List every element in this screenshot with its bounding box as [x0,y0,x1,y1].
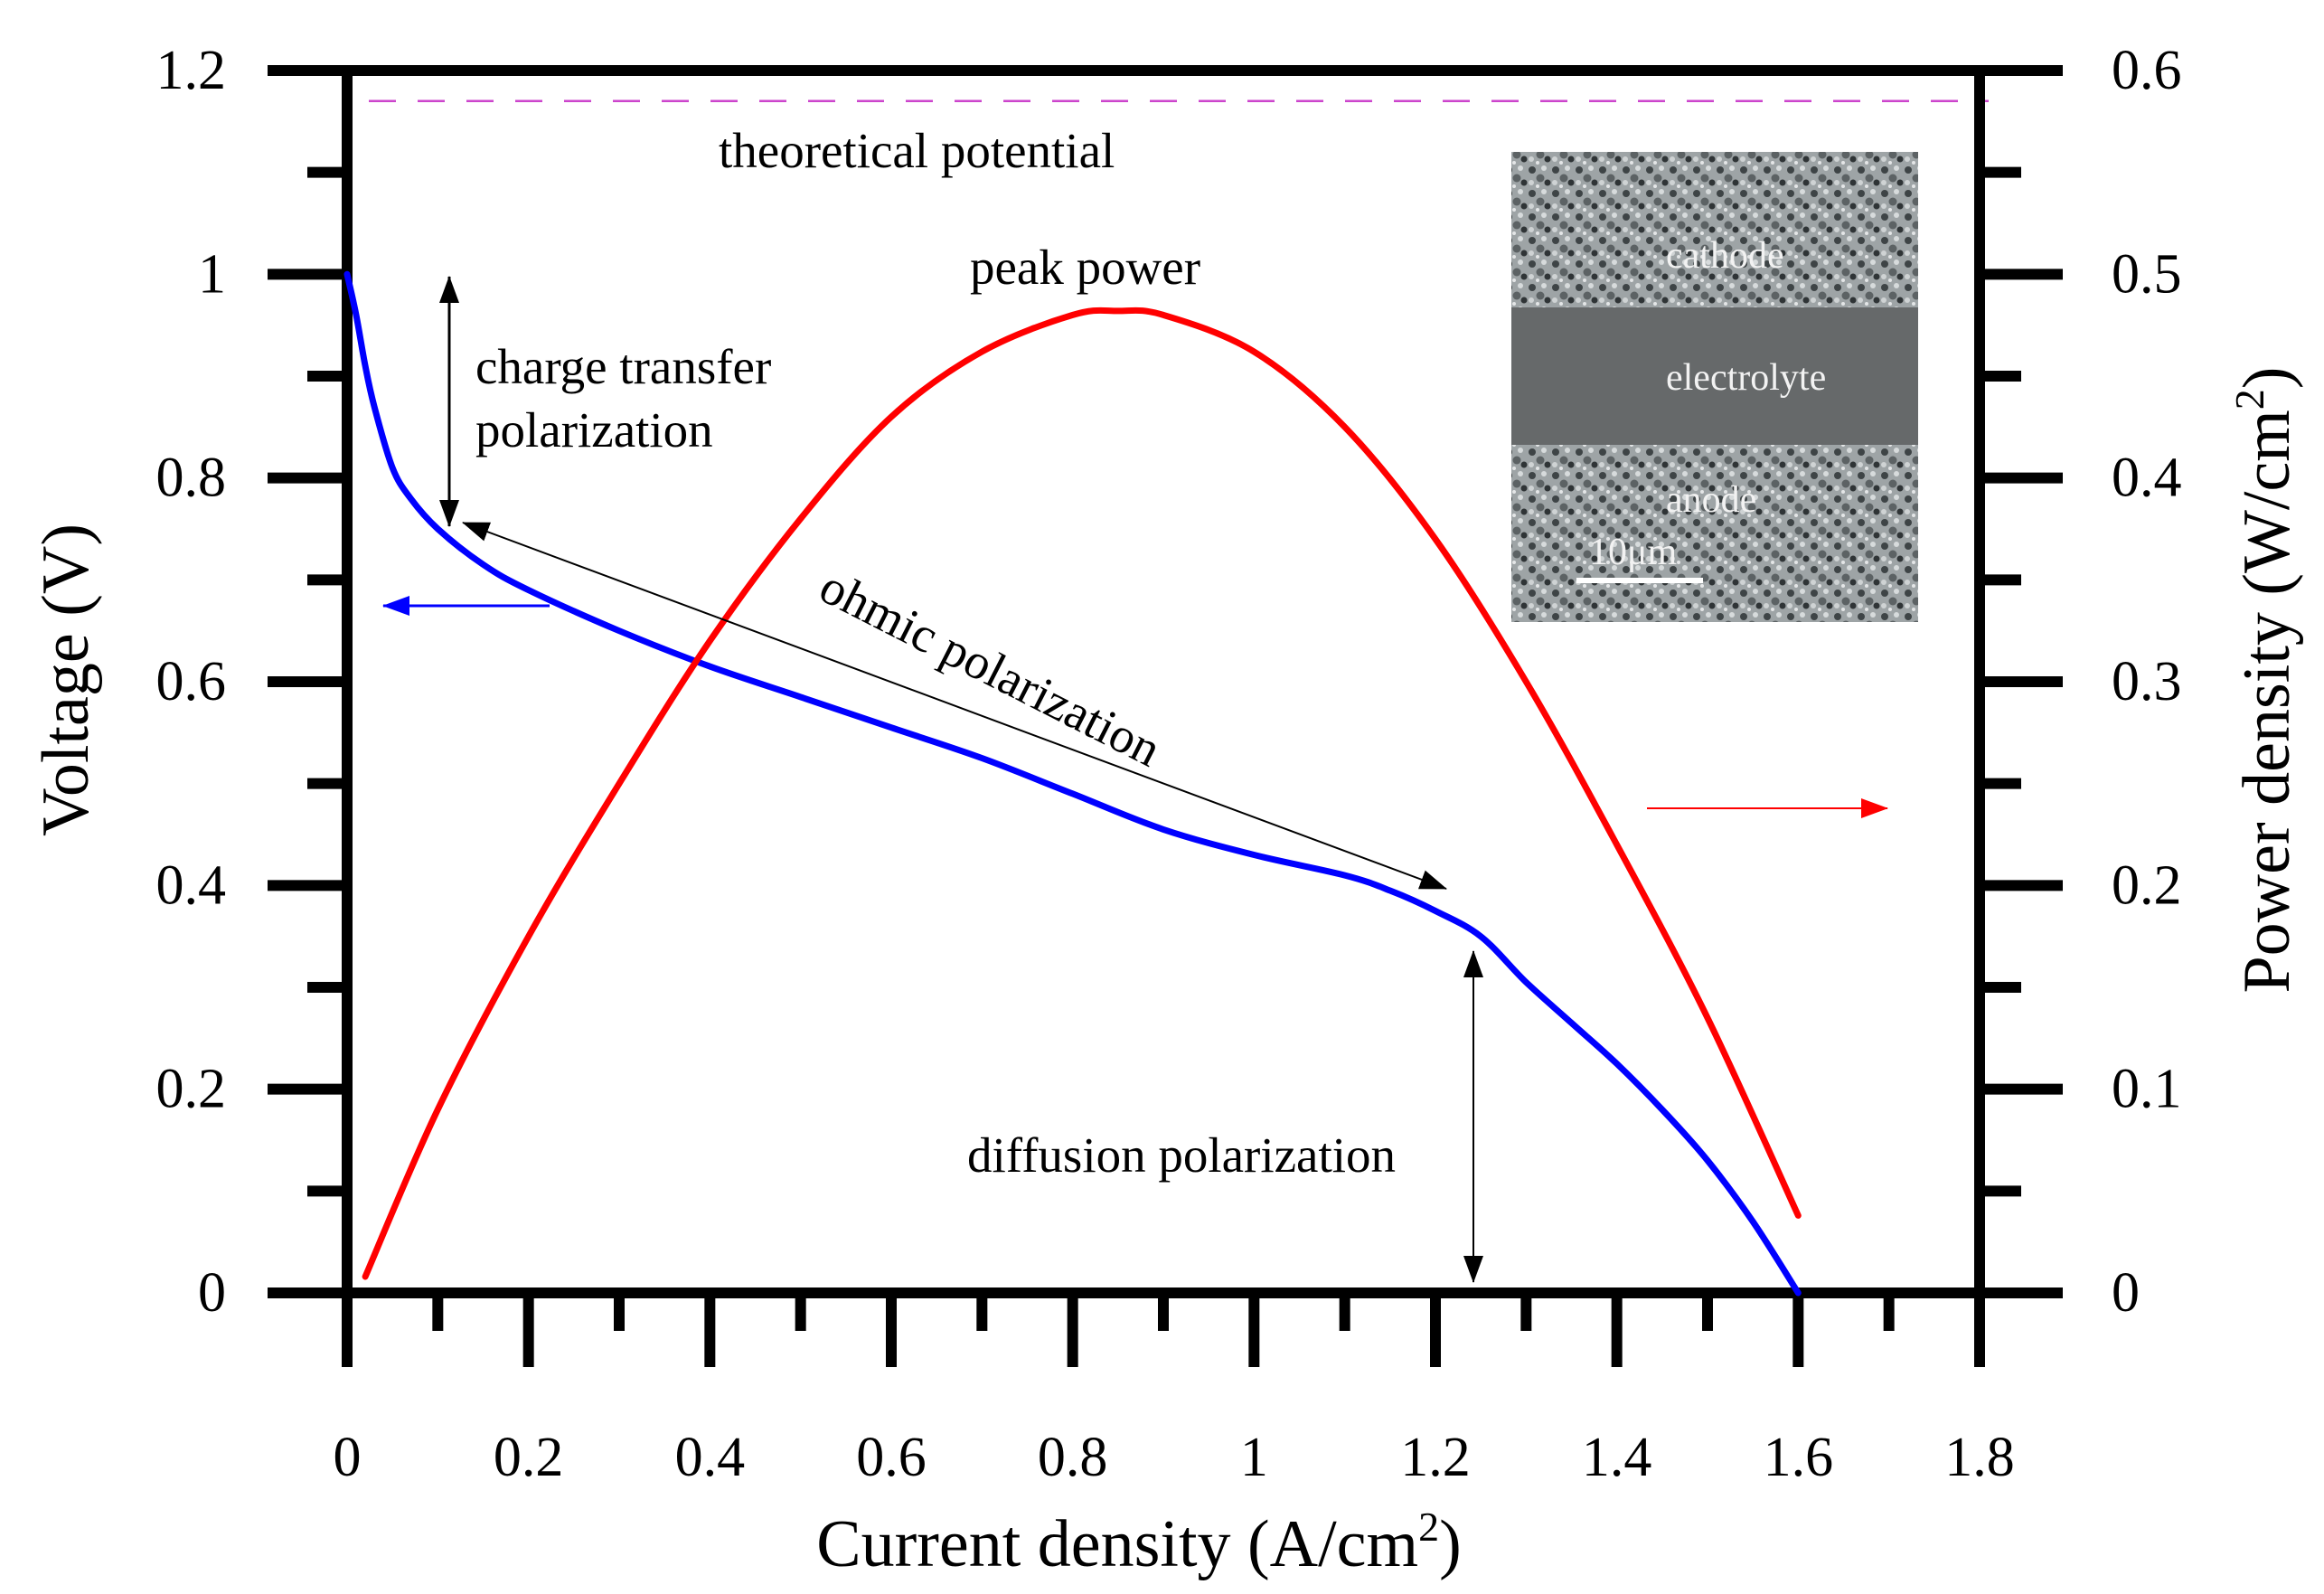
x-tick-label: 0.4 [675,1427,746,1488]
x-tick-label: 0.8 [1038,1427,1108,1488]
charge-transfer-label-line1: charge transfer [475,339,771,394]
diffusion-polarization-label: diffusion polarization [967,1127,1396,1183]
y-axis-title: Voltage (V) [29,523,103,836]
y2-tick-label: 0.1 [2112,1059,2182,1120]
electrolyte-layer [1511,307,1918,445]
inset-anode-label: anode [1666,479,1756,521]
y-tick-label: 0.8 [156,448,227,509]
y-tick-label: 0.4 [156,854,227,916]
x-tick-label: 1 [1240,1427,1268,1488]
axes [268,65,2063,1367]
y2-tick-label: 0.6 [2112,40,2182,101]
x-tick-label: 1.6 [1764,1427,1834,1488]
theoretical-potential-label: theoretical potential [719,123,1115,178]
x-axis-title: Current density (A/cm2) [816,1504,1462,1581]
ohmic-polarization-label: ohmic polarization [812,558,1170,777]
y-tick-label: 1.2 [156,40,227,101]
y-tick-label: 0.6 [156,651,227,712]
x-tick-label: 1.4 [1582,1427,1652,1488]
x-tick-label: 0.6 [856,1427,927,1488]
x-tick-label: 1.8 [1944,1427,2015,1488]
x-tick-label: 1.2 [1400,1427,1471,1488]
inset-scale-label: 10μm [1589,532,1678,573]
tick-labels: 0 0.2 0.4 0.6 0.8 1 1.2 0 0.1 0.2 0.3 0.4 0.5 0.6 0 0.2… [156,40,2182,1488]
y2-tick-label: 0 [2112,1262,2140,1324]
y2-axis-title: Power density (W/cm2) [2226,367,2304,994]
charge-transfer-label-line2: polarization [475,402,713,457]
x-tick-label: 0.2 [494,1427,564,1488]
ohmic-polarization-arrow [462,522,1447,890]
inset-electrolyte-label: electrolyte [1666,357,1826,399]
y2-tick-label: 0.5 [2112,243,2182,305]
y-tick-label: 0 [198,1262,226,1324]
y-tick-label: 0.2 [156,1059,227,1120]
y2-tick-label: 0.3 [2112,651,2182,712]
y2-tick-label: 0.2 [2112,854,2182,916]
y-tick-label: 1 [198,243,226,305]
y2-tick-label: 0.4 [2112,448,2182,509]
x-tick-label: 0 [334,1427,362,1488]
peak-power-label: peak power [970,240,1200,295]
sem-inset: cathode electrolyte anode 10μm [1511,152,1918,622]
inset-cathode-label: cathode [1666,235,1784,277]
